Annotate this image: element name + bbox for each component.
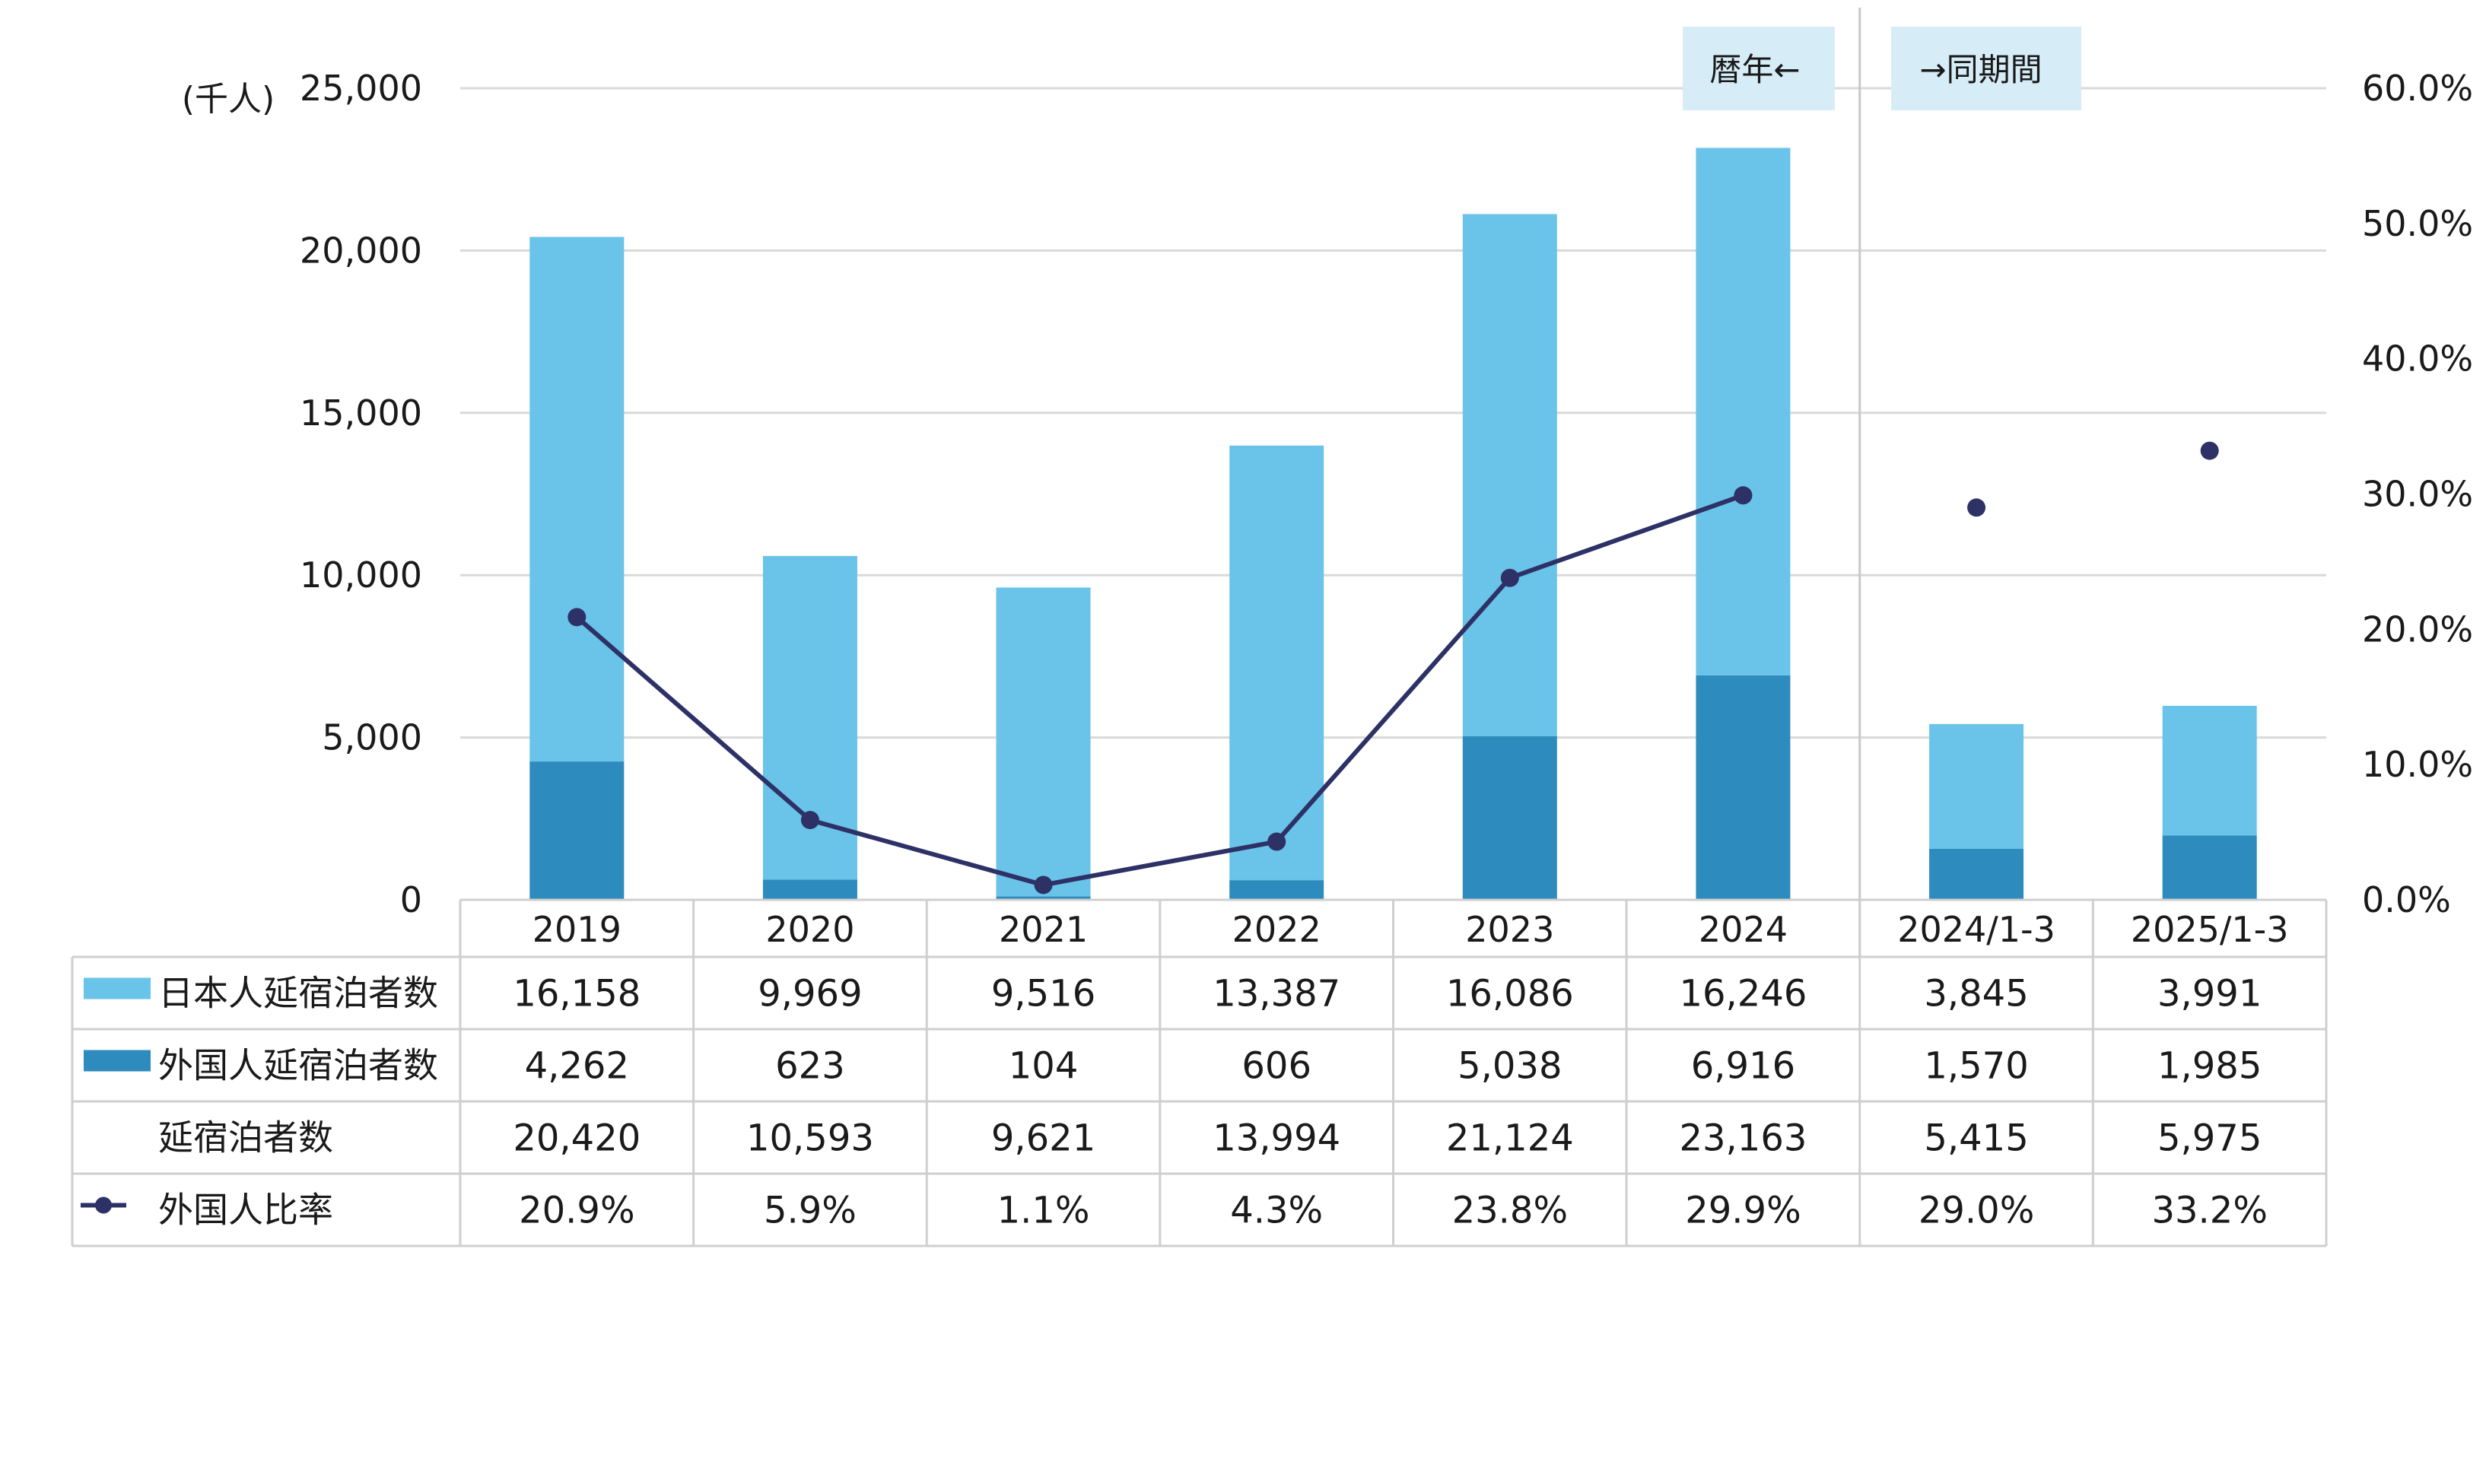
y-left-tick-label: 5,000	[322, 717, 422, 758]
y-left-tick-label: 15,000	[300, 392, 422, 434]
table-value: 16,246	[1679, 973, 1807, 1015]
table-value: 9,516	[991, 973, 1095, 1015]
table-value: 20.9%	[519, 1190, 634, 1232]
table-value: 1,985	[2157, 1045, 2262, 1088]
legend-marker	[95, 1196, 112, 1214]
table-value: 16,158	[513, 973, 641, 1015]
ratio-point	[1967, 498, 1986, 517]
ratio-point	[567, 608, 587, 627]
gridlines	[460, 8, 2326, 957]
y-right-tick-label: 30.0%	[2362, 474, 2473, 515]
bars	[529, 148, 2257, 900]
category-label: 2024	[1699, 909, 1788, 950]
row-label: 外国人延宿泊者数	[158, 1045, 438, 1086]
table-value: 9,621	[991, 1117, 1095, 1160]
bar-japanese	[1696, 148, 1791, 675]
bar-japanese	[996, 587, 1091, 897]
category-label: 2021	[999, 909, 1088, 950]
table-value: 5,038	[1458, 1045, 1562, 1088]
row-label: 外国人比率	[158, 1190, 333, 1231]
y-right-tick-label: 40.0%	[2362, 338, 2473, 380]
table-value: 33.2%	[2151, 1190, 2267, 1232]
bar-foreign	[2162, 835, 2257, 900]
category-label: 2022	[1232, 909, 1321, 950]
ratio-point	[1267, 832, 1286, 851]
table-value: 16,086	[1446, 973, 1574, 1015]
table-value: 5,415	[1924, 1117, 2028, 1160]
table-value: 623	[775, 1045, 845, 1088]
bar-foreign	[996, 896, 1091, 900]
category-label: 2020	[765, 909, 854, 950]
category-label: 2024/1-3	[1897, 909, 2055, 950]
ratio-line	[567, 441, 2219, 895]
legend-swatch	[84, 1050, 151, 1072]
table-value: 13,994	[1213, 1117, 1340, 1160]
bar-foreign	[762, 879, 857, 900]
ratio-line-path	[575, 493, 1744, 888]
left-period-label: 暦年←	[1709, 51, 1800, 88]
table-value: 606	[1241, 1045, 1311, 1088]
table-value: 29.0%	[1919, 1190, 2034, 1232]
table-value: 104	[1009, 1045, 1079, 1088]
bar-foreign	[1696, 675, 1791, 900]
table-value: 4,262	[525, 1045, 629, 1088]
y-axis-left: 0 5,000 10,000 15,000 20,000 25,000	[300, 68, 422, 920]
ratio-point	[1734, 486, 1753, 505]
table-value: 23,163	[1679, 1117, 1807, 1160]
y-left-tick-label: 20,000	[300, 230, 422, 271]
y-left-tick-label: 0	[400, 879, 422, 920]
row-label: 延宿泊者数	[158, 1117, 333, 1158]
table-value: 3,845	[1924, 973, 2028, 1015]
ratio-point	[1034, 875, 1053, 895]
category-label: 2023	[1465, 909, 1554, 950]
table-value: 9,969	[758, 973, 862, 1015]
table-value: 5.9%	[764, 1190, 857, 1232]
table-value: 6,916	[1691, 1045, 1795, 1088]
unit-label: (千人)	[182, 80, 275, 119]
bar-japanese	[1462, 214, 1557, 736]
bar-foreign	[1229, 880, 1324, 900]
table-value: 20,420	[513, 1117, 641, 1160]
table-value: 5,975	[2157, 1117, 2262, 1160]
category-label: 2025/1-3	[2131, 909, 2289, 950]
y-right-tick-label: 20.0%	[2362, 609, 2473, 650]
y-axis-right: 0.0% 10.0% 20.0% 30.0% 40.0% 50.0% 60.0%	[2362, 68, 2473, 920]
bar-japanese	[529, 237, 625, 762]
bar-foreign	[1929, 848, 2024, 900]
bar-foreign	[529, 761, 625, 900]
table-value: 1,570	[1924, 1045, 2028, 1088]
data-table: 2019 2020 2021 2022 2023 2024 2024/1-3 2025/1-3…	[71, 898, 2328, 1247]
category-label: 2019	[532, 909, 622, 950]
y-right-tick-label: 0.0%	[2362, 879, 2451, 920]
table-value: 13,387	[1213, 973, 1340, 1015]
table-value: 3,991	[2157, 973, 2262, 1015]
ratio-point	[800, 811, 819, 830]
table-value: 1.1%	[997, 1190, 1090, 1232]
table-value: 21,124	[1446, 1117, 1574, 1160]
row-label: 日本人延宿泊者数	[158, 973, 438, 1014]
bar-japanese	[2162, 705, 2257, 836]
bar-japanese	[1929, 723, 2024, 849]
table-value: 29.9%	[1685, 1190, 1801, 1232]
bar-foreign	[1462, 736, 1557, 900]
y-right-tick-label: 60.0%	[2362, 68, 2473, 109]
legend-swatch	[84, 977, 151, 999]
left-period-box	[1683, 27, 1835, 110]
y-left-tick-label: 25,000	[300, 68, 422, 109]
table-value: 10,593	[746, 1117, 874, 1160]
ratio-point	[1500, 568, 1519, 587]
period-annotations: 暦年← →同期間	[1683, 27, 2081, 110]
table-value: 4.3%	[1230, 1190, 1323, 1232]
y-right-tick-label: 50.0%	[2362, 203, 2473, 244]
right-period-box	[1891, 27, 2081, 110]
y-right-tick-label: 10.0%	[2362, 744, 2473, 785]
bar-japanese	[1229, 445, 1324, 881]
right-period-label: →同期間	[1919, 51, 2042, 88]
table-value: 23.8%	[1452, 1190, 1568, 1232]
ratio-point	[2200, 441, 2219, 460]
y-left-tick-label: 10,000	[300, 555, 422, 596]
